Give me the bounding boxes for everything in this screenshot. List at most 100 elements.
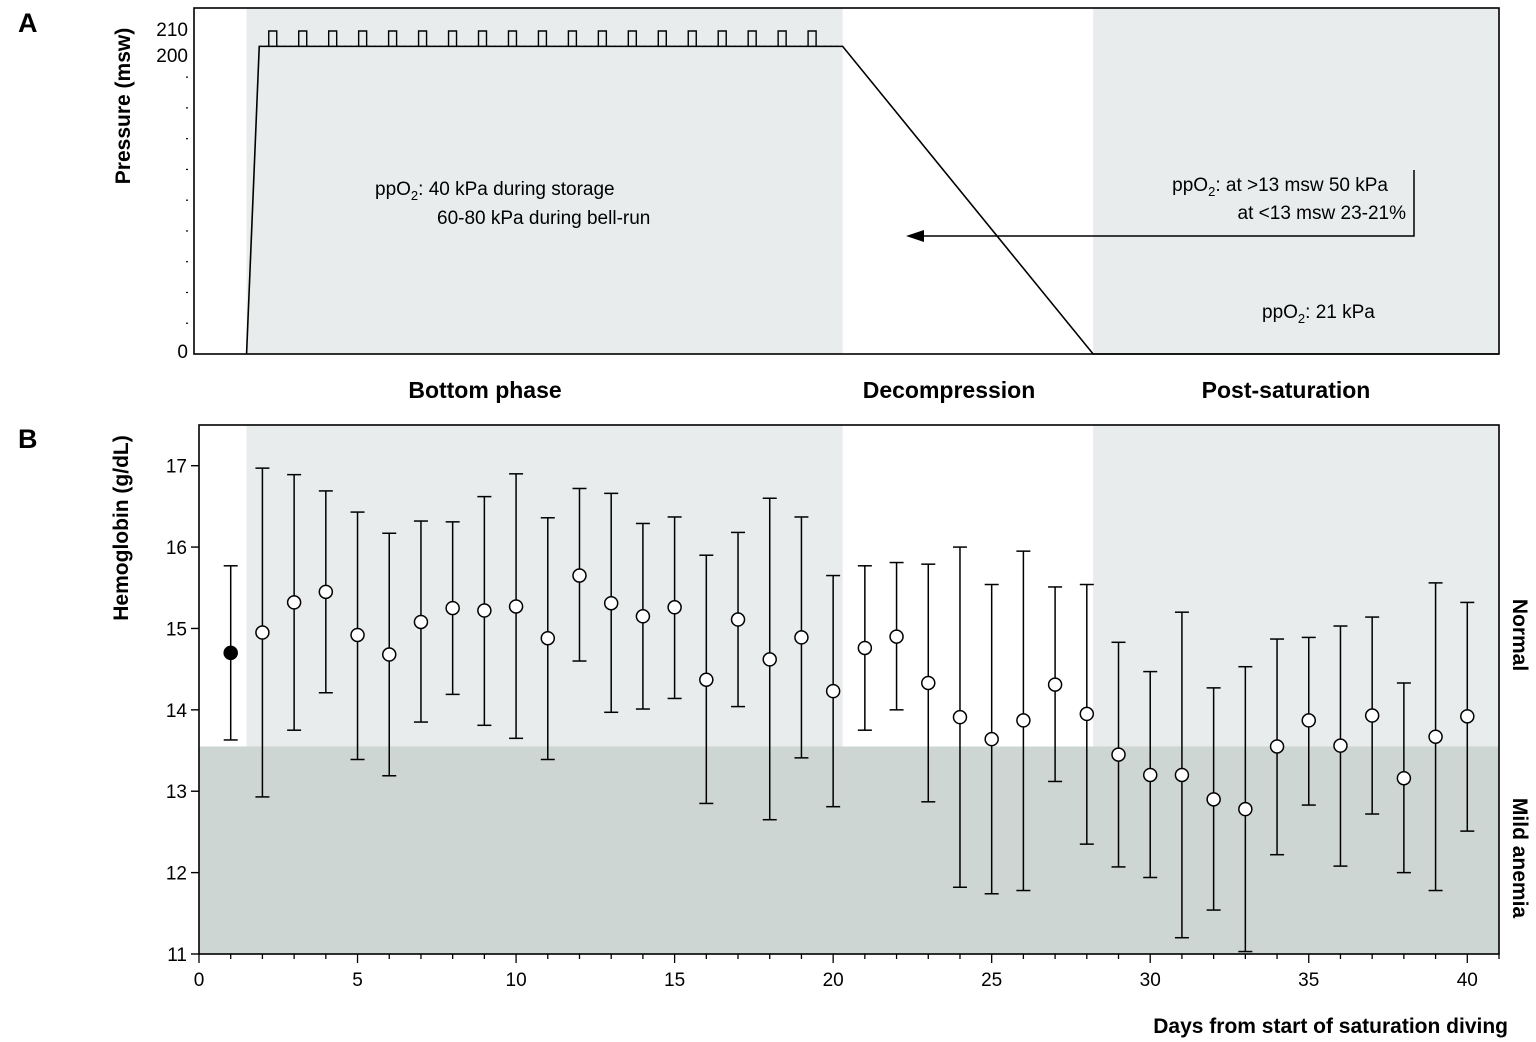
day-33-point [1238, 801, 1253, 817]
pressure-axis-title: Pressure (msw) [112, 28, 135, 184]
decompression-note-line2: at <13 msw 23-21% [1238, 203, 1407, 224]
bell-run-10 [537, 30, 548, 47]
y-tick-label: 15 [166, 619, 187, 640]
y-tick-0: 0 [177, 342, 188, 363]
panel-a-letter: A [18, 8, 38, 38]
hemoglobin-axis-title: Hemoglobin (g/dL) [110, 435, 133, 620]
y-tick-label: 14 [166, 701, 188, 722]
phase-shade-a-1 [1093, 8, 1499, 354]
bell-run-16 [717, 30, 727, 47]
bell-run-19 [807, 30, 817, 47]
day-34-point [1269, 739, 1285, 754]
zone-label-normal: Normal [1508, 599, 1531, 671]
x-tick-label: 25 [981, 970, 1002, 991]
day-2-point [255, 625, 270, 640]
x-tick-label: 35 [1298, 970, 1319, 991]
arrow-head-icon [906, 230, 924, 242]
day-6-point [381, 647, 397, 662]
bottom-phase-note-line1: ppO2: 40 kPa during storage [375, 179, 615, 203]
phase-label-post-saturation: Post-saturation [1202, 377, 1371, 403]
day-7-point [413, 614, 429, 630]
panel-b-frame [198, 424, 1500, 955]
bottom-phase-note-line2: 60-80 kPa during bell-run [437, 208, 650, 229]
day-40-point [1460, 709, 1475, 724]
day-37-point [1364, 708, 1380, 723]
bell-run-18 [777, 30, 787, 47]
day-27-point [1047, 677, 1063, 692]
day-29-point [1111, 747, 1126, 762]
day-32-point [1206, 792, 1221, 807]
y-tick-label: 17 [166, 457, 187, 478]
day-39-point [1428, 729, 1443, 744]
bell-run-12 [597, 30, 608, 47]
day-20-point [825, 683, 841, 699]
day-23-point [921, 675, 936, 691]
panel-b-letter: B [18, 424, 38, 454]
day-14-point [635, 609, 651, 624]
bell-run-6 [417, 30, 428, 47]
bell-run-2 [298, 30, 308, 47]
pressure-minor-ticks [186, 76, 188, 324]
panel-a-frame [193, 7, 1500, 355]
panel-b-hemoglobin-plot: 11 12 13 14 15 16 17 0 5 10 15 20 25 30 35 40 Hemoglob… [110, 424, 1531, 1038]
days-axis-title: Days from start of saturation diving [1153, 1015, 1508, 1038]
day-17-point [730, 612, 746, 627]
panel-a-pressure-profile: 210 200 0 Pressure (msw) ppO2: 40 kPa du… [112, 7, 1500, 363]
x-tick-label: 10 [506, 970, 527, 991]
day-16-point [699, 672, 714, 687]
x-tick-label: 5 [352, 970, 363, 991]
day-25-point [984, 731, 999, 747]
bell-run-9 [507, 30, 518, 47]
post-saturation-note: ppO2: 21 kPa [1262, 302, 1375, 326]
bell-run-pulses [268, 30, 817, 47]
day-8-point [445, 600, 460, 616]
day-19-point [794, 630, 809, 645]
bell-run-5 [387, 30, 398, 47]
bell-run-13 [627, 30, 638, 47]
bell-run-3 [327, 30, 338, 47]
day-30-point [1142, 767, 1158, 783]
y-tick-label: 12 [166, 864, 187, 885]
day-36-point [1333, 738, 1348, 753]
day-24-point [952, 709, 968, 725]
x-tick-label: 20 [823, 970, 844, 991]
x-tick-label: 40 [1457, 970, 1478, 991]
zone-label-mild-anemia: Mild anemia [1508, 798, 1531, 919]
bell-run-8 [477, 30, 488, 47]
phase-label-bottom: Bottom phase [408, 377, 561, 403]
day-26-point [1016, 713, 1031, 728]
x-axis-ticks: 0 5 10 15 20 25 30 35 40 [194, 954, 1500, 991]
bell-run-17 [747, 30, 757, 47]
phase-label-decompression: Decompression [863, 377, 1036, 403]
day-4-point [318, 584, 334, 600]
bell-run-4 [357, 30, 368, 47]
day-13-point [603, 595, 619, 611]
bell-run-11 [567, 30, 578, 47]
y-tick-210: 210 [156, 20, 188, 41]
phase-shade-a-0 [246, 8, 843, 354]
bell-run-15 [687, 30, 697, 47]
bell-run-1 [268, 30, 278, 47]
day-3-point [286, 595, 302, 610]
day-22-point [889, 629, 904, 644]
day-9-point [477, 603, 492, 618]
decompression-note-line1: ppO2: at >13 msw 50 kPa [1172, 175, 1388, 199]
bell-run-7 [447, 30, 458, 47]
day-31-point [1174, 767, 1190, 783]
baseline-point [223, 645, 238, 661]
decompression-note-bracket [912, 170, 1415, 237]
x-tick-label: 0 [194, 970, 205, 991]
day-12-point [572, 568, 587, 583]
y-tick-200: 200 [156, 46, 188, 67]
day-21-point [857, 640, 873, 656]
day-38-point [1396, 770, 1412, 786]
y-tick-label: 11 [167, 945, 187, 966]
y-tick-label: 16 [166, 538, 187, 559]
y-tick-label: 13 [166, 782, 187, 803]
phase-shading-a [246, 8, 1499, 354]
day-5-point [350, 627, 365, 643]
day-35-point [1301, 713, 1317, 728]
bell-run-14 [657, 30, 667, 47]
day-10-point [508, 599, 524, 614]
